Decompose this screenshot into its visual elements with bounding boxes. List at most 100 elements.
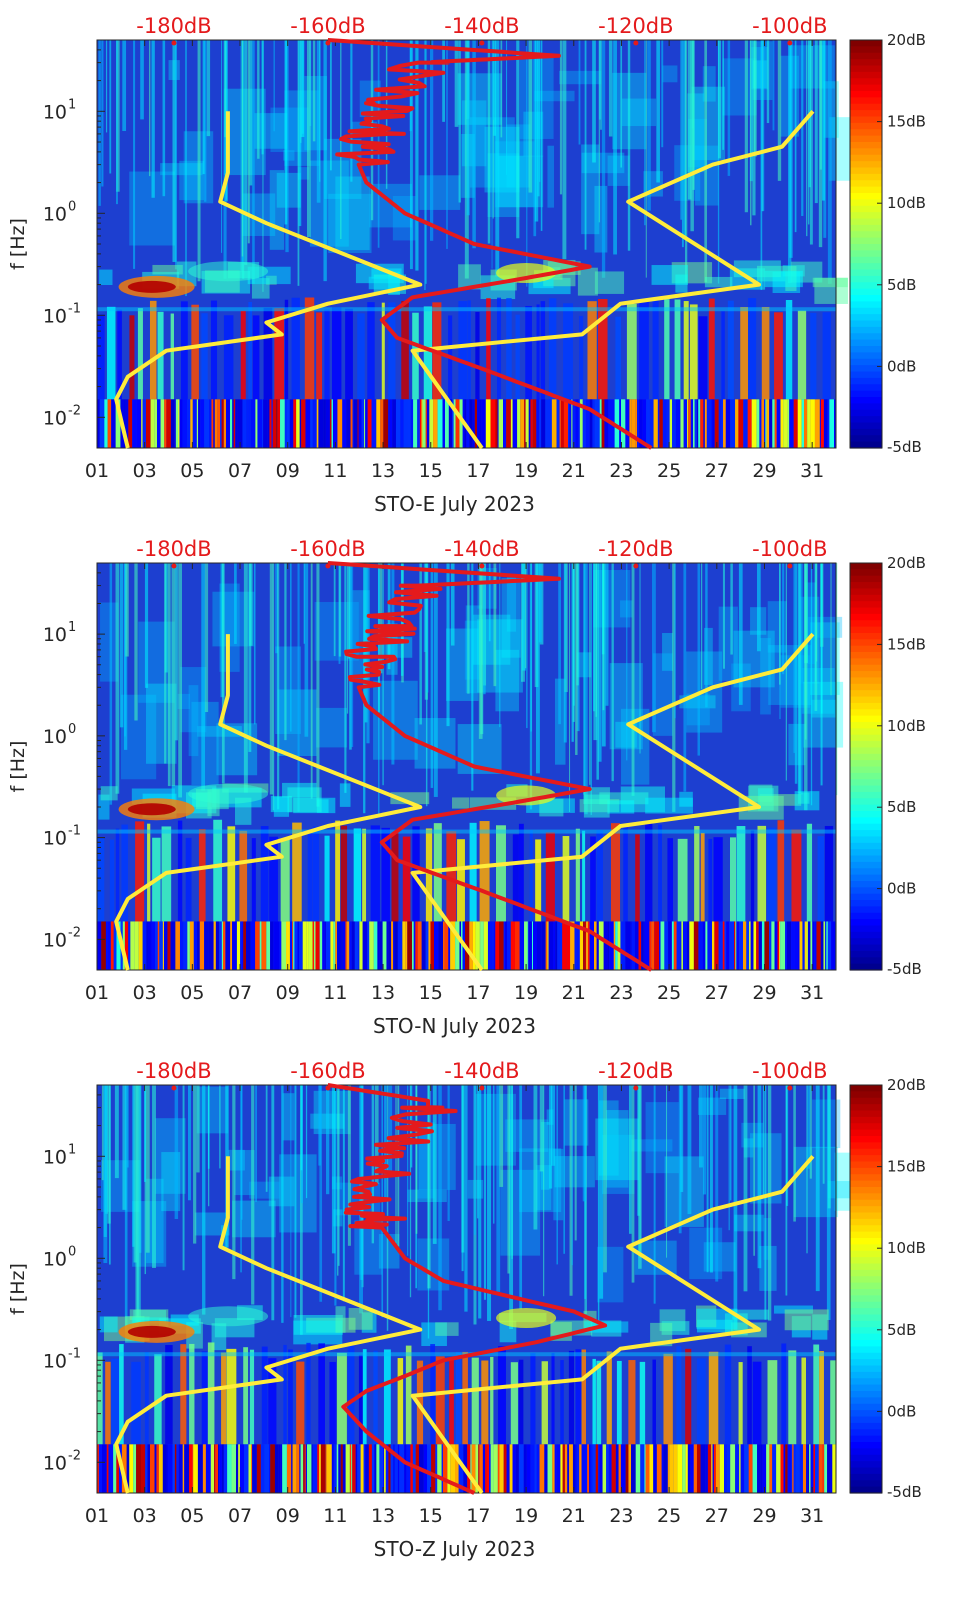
spectrogram-column [297,921,300,970]
colorbar-segment [850,925,882,933]
colorbar-segment [850,912,882,920]
spectrogram-column [503,921,505,970]
spectrogram-column [437,1444,442,1493]
spectrogram-column [213,819,223,922]
spectrogram-patch [100,786,118,801]
colorbar-segment [850,1174,882,1182]
colorbar-frame [849,39,883,449]
spectrogram-column [149,300,157,400]
spectrogram-patch [275,646,302,735]
spectrogram-column [551,1353,555,1445]
spectrogram-column [517,399,521,448]
spectrogram-column [303,1444,305,1493]
spectrogram-column [616,1360,622,1445]
colorbar-segment [850,1282,882,1290]
spectrogram-column [126,1444,130,1493]
spectrogram-column [757,1444,761,1493]
y-tick-exponent: 1 [68,1142,76,1157]
microseism-patch [188,261,269,282]
spectrogram-column [815,1444,819,1493]
spectrogram-streak [697,563,701,756]
spectrogram-column [175,921,180,970]
spectrogram-streak [526,563,528,729]
colorbar-segment [850,1327,882,1335]
colorbar-segment [850,957,882,965]
db-axis-marker [787,1085,793,1091]
spectrogram-column [685,1348,692,1445]
spectrogram-patch [719,1088,745,1099]
spectrogram-column [528,399,531,448]
spectrogram-column [418,399,420,448]
spectrogram-column [235,399,238,448]
spectrogram-streak [136,1085,141,1325]
spectrogram-column [357,313,365,400]
spectrogram-column [237,399,243,448]
spectrogram-streak [709,1085,713,1273]
spectrogram-column [430,921,435,970]
spectrogram-column [559,399,561,448]
spectrogram-column [329,1361,336,1445]
spectrogram-column [477,399,482,448]
spectrogram-column [391,832,399,922]
colorbar-segment [850,1461,882,1469]
spectrogram-column [193,921,198,970]
spectrogram-column [579,1444,582,1493]
spectrogram-column [243,1444,249,1493]
spectrogram-column [807,921,811,970]
colorbar-segment [850,950,882,958]
colorbar-segment [850,377,882,385]
spectrogram-column [556,399,560,448]
spectrogram-column [671,921,674,970]
spectrogram-column [698,399,701,448]
spectrogram-column [760,1444,763,1493]
spectrogram-streak [101,40,104,187]
spectrogram-streak [730,563,733,655]
y-tick-base: 10 [43,101,67,123]
spectrogram-column [426,399,430,448]
spectrogram-column [399,1444,405,1493]
spectrogram-column [830,1360,836,1445]
spectrogram-column [242,399,247,448]
y-tick-label: 10 [43,305,67,327]
colorbar-segment [850,607,882,615]
spectrogram-column [147,921,152,970]
db-axis-marker [633,563,639,569]
spectrogram-streak [620,40,623,168]
db-axis-label: -160dB [290,14,365,38]
spectrogram-column [330,921,334,970]
spectrogram-column [730,1444,736,1493]
spectrogram-streak [551,1085,556,1166]
spectrogram-column [269,399,272,448]
x-tick-label: 27 [705,1505,729,1527]
spectrogram-column [479,1444,483,1493]
spectrogram-column [125,399,129,448]
spectrogram-column [192,1444,194,1493]
spectrogram-column [226,399,230,448]
colorbar-segment [850,1416,882,1424]
spectrogram-column [263,399,268,448]
spectrogram-streak [326,1085,330,1195]
spectrogram-column [97,837,105,922]
spectrogram-column [587,1444,590,1493]
spectrogram-streak [290,563,292,732]
colorbar-segment [850,218,882,226]
spectrogram-streak [493,40,496,136]
spectrogram-column [714,921,719,970]
spectrogram-streak [672,563,676,812]
spectrogram-column [115,828,120,922]
x-tick-label: 03 [133,982,157,1004]
spectrogram-column [757,825,767,922]
db-axis-marker [479,1085,485,1091]
spectrogram-column [286,921,290,970]
spectrogram-column [384,1444,386,1493]
spectrogram-column [252,1444,257,1493]
spectrogram-column [594,399,600,448]
x-tick-label: 09 [276,982,300,1004]
spectrogram-column [357,921,360,970]
spectrogram-column [292,822,302,922]
spectrogram-column [110,921,114,970]
colorbar-segment [850,1231,882,1239]
x-tick-label: 29 [752,982,776,1004]
spectrogram-streak [563,1085,566,1254]
